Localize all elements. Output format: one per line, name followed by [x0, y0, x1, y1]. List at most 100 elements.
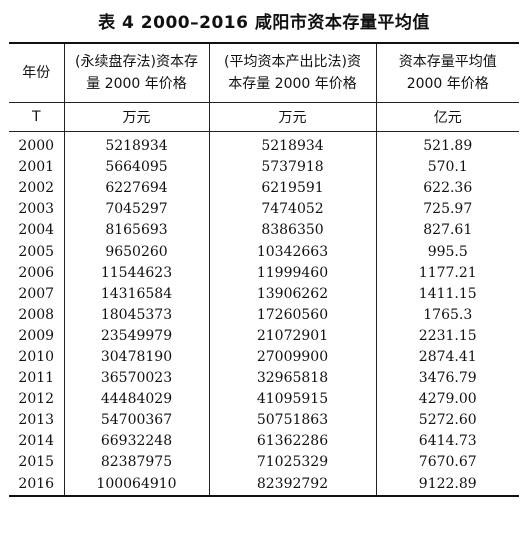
cell-average-value: 995.5 [375, 241, 519, 263]
cell-pim-value: 100064910 [63, 473, 209, 497]
table-title: 表 4 2000–2016 咸阳市资本存量平均值 [98, 13, 430, 33]
header-pim-line1: (永续盘存法)资本存 [75, 54, 198, 70]
cell-average-value: 570.1 [375, 157, 519, 179]
header-year: 年份 [9, 42, 64, 103]
table-row: 2001 5664095 5737918 570.1 [9, 157, 519, 179]
cell-pim-value: 54700367 [63, 410, 209, 432]
header-average-line1: 资本存量平均值 [398, 54, 497, 70]
cell-year: 2010 [18, 348, 55, 365]
header-pim-line2: 量 2000 年价格 [86, 76, 187, 92]
header-acor: (平均资本产出比法)资 本存量 2000 年价格 [208, 42, 376, 103]
cell-year: 2012 [18, 391, 55, 408]
table-row: 2002 6227694 6219591 622.36 [9, 178, 519, 200]
cell-pim-value: 11544623 [63, 262, 209, 284]
table-row: 2015 82387975 71025329 7670.67 [9, 452, 519, 474]
cell-pim-value: 9650260 [63, 241, 209, 263]
header-acor-line2: 本存量 2000 年价格 [228, 76, 357, 92]
cell-year: 2007 [18, 285, 55, 302]
cell-pim-value: 5218934 [63, 131, 209, 158]
table-row: 2003 7045297 7474052 725.97 [9, 199, 519, 221]
cell-year: 2013 [18, 412, 55, 429]
cell-acor-value: 17260560 [208, 304, 376, 326]
table-row: 2000 5218934 5218934 521.89 [9, 131, 519, 158]
cell-average-value: 4279.00 [375, 389, 519, 411]
table-row: 2016 100064910 82392792 9122.89 [9, 473, 519, 497]
table-body: 2000 5218934 5218934 521.89 2001 5664095 57379… [9, 131, 519, 497]
unit-average: 亿元 [375, 102, 519, 132]
header-row: 年份 (永续盘存法)资本存 量 2000 年价格 (平均资本产出比法)资 本存量… [9, 42, 519, 103]
cell-acor-value: 27009900 [208, 346, 376, 369]
table-row: 2009 23549979 21072901 2231.15 [9, 325, 519, 347]
cell-average-value: 6414.73 [375, 431, 519, 453]
cell-average-value: 2874.41 [375, 346, 519, 369]
cell-average-value: 7670.67 [375, 452, 519, 474]
cell-pim-value: 14316584 [63, 283, 209, 305]
cell-acor-value: 7474052 [208, 199, 376, 221]
cell-pim-value: 66932248 [63, 431, 209, 453]
cell-year: 2009 [18, 327, 55, 344]
table-row: 2013 54700367 50751863 5272.60 [9, 410, 519, 432]
cell-acor-value: 11999460 [208, 262, 376, 284]
cell-average-value: 3476.79 [375, 368, 519, 390]
cell-pim-value: 8165693 [63, 220, 209, 242]
cell-pim-value: 5664095 [63, 157, 209, 179]
cell-acor-value: 41095915 [208, 389, 376, 411]
cell-average-value: 5272.60 [375, 410, 519, 432]
cell-year: 2008 [18, 306, 55, 323]
units-row: T 万元 万元 亿元 [9, 102, 519, 132]
cell-year: 2016 [9, 473, 64, 497]
cell-average-value: 725.97 [375, 199, 519, 221]
cell-average-value: 521.89 [375, 131, 519, 158]
header-average: 资本存量平均值 2000 年价格 [375, 42, 519, 103]
table-row: 2007 14316584 13906262 1411.15 [9, 283, 519, 305]
cell-year: 2015 [18, 454, 55, 471]
table-row: 2011 36570023 32965818 3476.79 [9, 368, 519, 390]
header-pim: (永续盘存法)资本存 量 2000 年价格 [63, 42, 209, 103]
cell-acor-value: 8386350 [208, 220, 376, 242]
cell-year: 2011 [18, 370, 55, 387]
cell-acor-value: 32965818 [208, 368, 376, 390]
table-row: 2004 8165693 8386350 827.61 [9, 220, 519, 242]
cell-acor-value: 61362286 [208, 431, 376, 453]
cell-average-value: 1411.15 [375, 283, 519, 305]
cell-acor-value: 10342663 [208, 241, 376, 263]
cell-pim-value: 7045297 [63, 199, 209, 221]
cell-year: 2014 [18, 433, 55, 450]
table-row: 2014 66932248 61362286 6414.73 [9, 431, 519, 453]
cell-average-value: 9122.89 [375, 473, 519, 497]
cell-average-value: 622.36 [375, 178, 519, 200]
table-row: 2010 30478190 27009900 2874.41 [9, 346, 519, 369]
unit-pim: 万元 [63, 102, 209, 132]
capital-stock-table: 年份 (永续盘存法)资本存 量 2000 年价格 (平均资本产出比法)资 本存量… [9, 42, 519, 497]
cell-year: 2001 [18, 159, 55, 176]
cell-year: 2000 [18, 138, 55, 155]
header-acor-line1: (平均资本产出比法)资 [224, 54, 361, 70]
cell-pim-value: 18045373 [63, 304, 209, 326]
cell-pim-value: 23549979 [63, 325, 209, 347]
cell-pim-value: 30478190 [63, 346, 209, 369]
unit-acor: 万元 [208, 102, 376, 132]
table-row: 2006 11544623 11999460 1177.21 [9, 262, 519, 284]
cell-average-value: 1177.21 [375, 262, 519, 284]
cell-acor-value: 21072901 [208, 325, 376, 347]
cell-acor-value: 13906262 [208, 283, 376, 305]
cell-year: 2002 [18, 180, 55, 197]
cell-year: 2005 [18, 243, 55, 260]
cell-average-value: 2231.15 [375, 325, 519, 347]
cell-acor-value: 5218934 [208, 131, 376, 158]
cell-acor-value: 5737918 [208, 157, 376, 179]
unit-year: T [9, 102, 64, 132]
cell-pim-value: 36570023 [63, 368, 209, 390]
header-average-line2: 2000 年价格 [406, 76, 489, 92]
cell-acor-value: 6219591 [208, 178, 376, 200]
cell-pim-value: 82387975 [63, 452, 209, 474]
cell-pim-value: 6227694 [63, 178, 209, 200]
cell-year: 2004 [18, 222, 55, 239]
table-row: 2012 44484029 41095915 4279.00 [9, 389, 519, 411]
cell-year: 2006 [18, 264, 55, 281]
table-row: 2005 9650260 10342663 995.5 [9, 241, 519, 263]
cell-acor-value: 50751863 [208, 410, 376, 432]
cell-pim-value: 44484029 [63, 389, 209, 411]
cell-acor-value: 82392792 [208, 473, 376, 497]
cell-year: 2003 [18, 201, 55, 218]
